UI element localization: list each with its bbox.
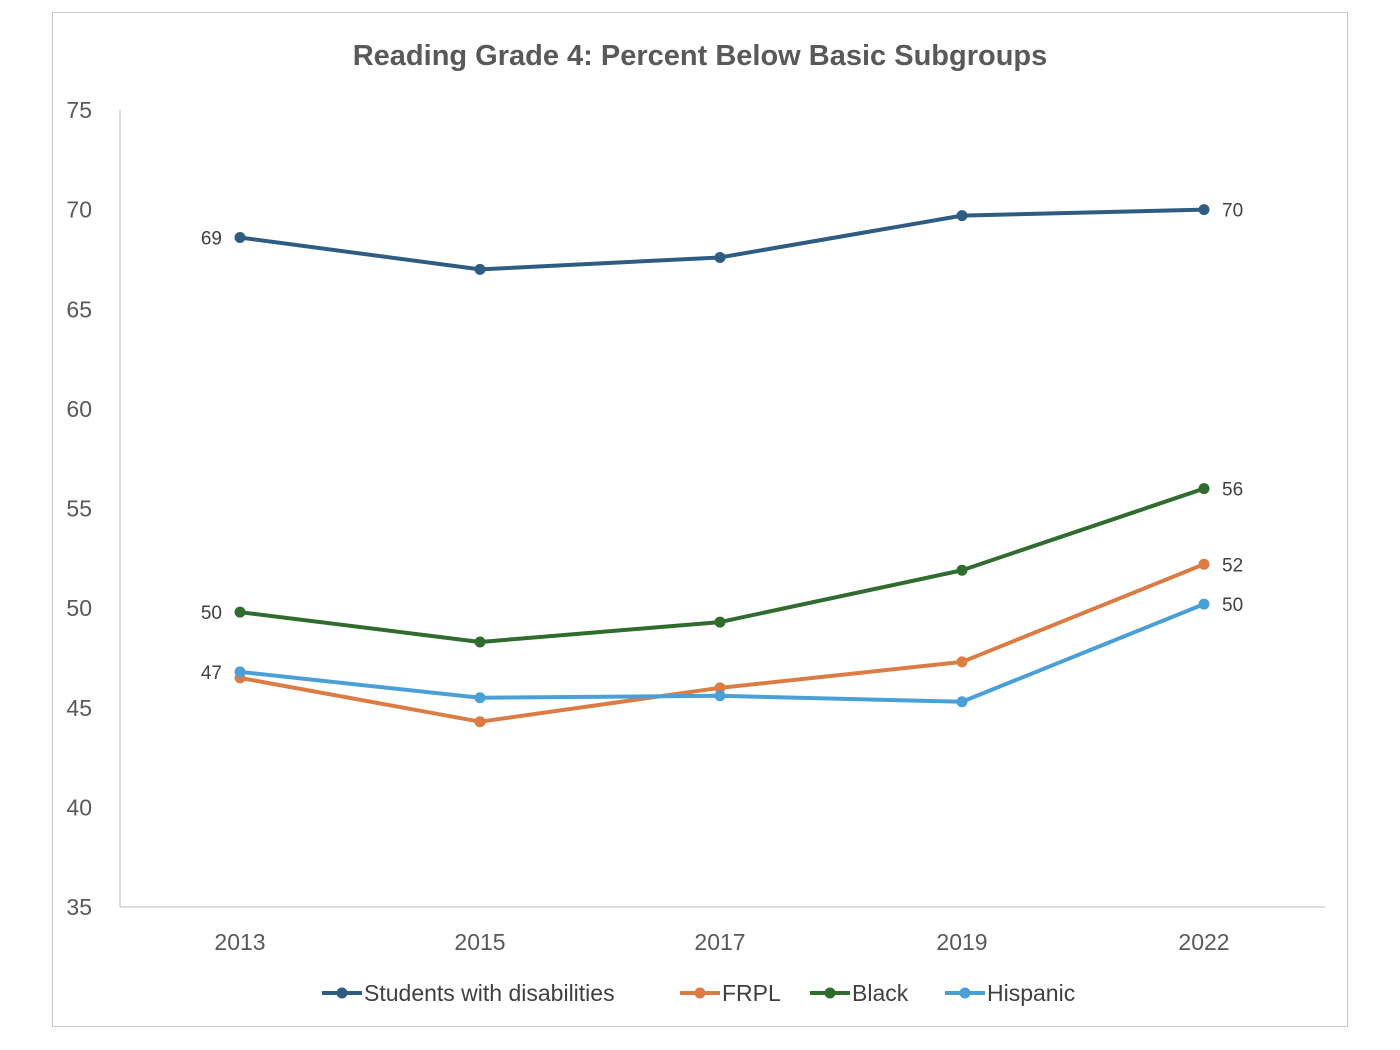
data-point (234, 666, 246, 678)
data-label-last: 50 (1222, 595, 1243, 616)
series-frpl (234, 558, 1210, 728)
data-point (474, 692, 486, 704)
legend-entry: Hispanic (945, 980, 1075, 1006)
series-students-with-disabilities (234, 204, 1210, 275)
data-point (1198, 204, 1210, 216)
data-point (1198, 558, 1210, 570)
y-tick-label: 35 (66, 894, 92, 920)
data-point (714, 616, 726, 628)
data-labels: 69 70 52 50 56 47 50 (201, 201, 1243, 684)
y-tick-label: 65 (66, 296, 92, 322)
data-label-last: 52 (1222, 555, 1243, 576)
data-point (956, 210, 968, 222)
data-label-first: 50 (201, 603, 222, 624)
data-point (956, 564, 968, 576)
y-tick-label: 70 (66, 197, 92, 223)
x-tick-label: 2013 (214, 929, 265, 955)
data-point (234, 606, 246, 618)
legend-label: Hispanic (987, 980, 1075, 1006)
y-tick-label: 55 (66, 496, 92, 522)
series-black (234, 483, 1210, 648)
legend-label: Black (852, 980, 909, 1006)
data-point (956, 696, 968, 708)
chart-title: Reading Grade 4: Percent Below Basic Sub… (352, 40, 1048, 72)
data-label-first: 47 (201, 663, 222, 684)
x-tick-label: 2019 (936, 929, 987, 955)
data-label-last: 56 (1222, 480, 1243, 501)
data-point (956, 656, 968, 668)
series-layer (234, 204, 1210, 728)
data-point (714, 682, 726, 694)
data-point (474, 636, 486, 648)
data-point (1198, 598, 1210, 610)
data-point (474, 263, 486, 275)
x-tick-label: 2017 (694, 929, 745, 955)
chart-frame (52, 12, 1348, 1027)
y-tick-label: 50 (66, 595, 92, 621)
data-label-first: 69 (201, 229, 222, 250)
series-hispanic (234, 598, 1210, 708)
legend-swatch-marker (824, 987, 836, 999)
y-tick-label: 75 (66, 97, 92, 123)
axes: 35 40 45 50 55 60 65 70 75 2013 2015 2017 2019 2022 (66, 97, 1325, 955)
legend-swatch-marker (959, 987, 971, 999)
legend-swatch-marker (694, 987, 706, 999)
legend-label: Students with disabilities (364, 980, 615, 1006)
legend-entry: Students with disabilities (322, 980, 615, 1006)
y-tick-label: 45 (66, 695, 92, 721)
legend: Students with disabilities FRPL Black Hispa… (322, 980, 1075, 1006)
data-point (714, 251, 726, 263)
x-tick-label: 2015 (454, 929, 505, 955)
y-tick-label: 40 (66, 794, 92, 820)
data-point (474, 716, 486, 728)
data-label-last: 70 (1222, 201, 1243, 222)
data-point (1198, 483, 1210, 495)
legend-label: FRPL (722, 980, 781, 1006)
y-tick-label: 60 (66, 396, 92, 422)
legend-entry: Black (810, 980, 909, 1006)
data-point (714, 690, 726, 702)
legend-swatch-marker (336, 987, 348, 999)
data-point (234, 232, 246, 244)
x-tick-label: 2022 (1178, 929, 1229, 955)
legend-entry: FRPL (680, 980, 781, 1006)
